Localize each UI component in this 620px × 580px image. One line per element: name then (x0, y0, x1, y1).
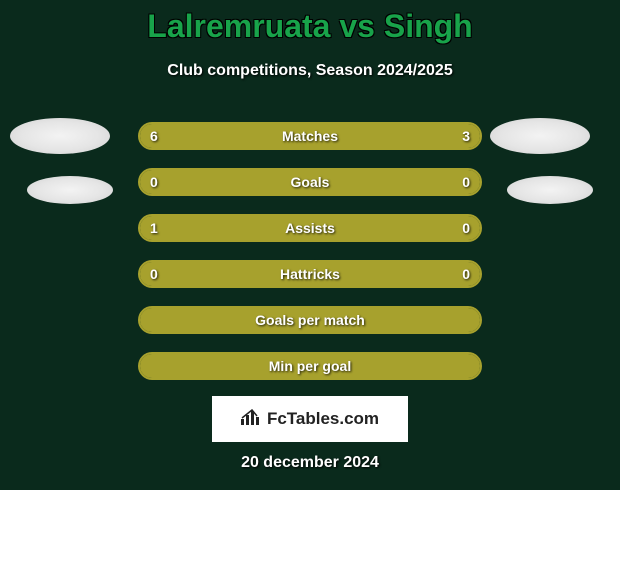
stat-rows: 6 Matches 3 0 Goals 0 1 Assists 0 0 Hatt… (138, 122, 482, 398)
stat-value-right: 0 (462, 170, 470, 194)
stat-label: Assists (140, 216, 480, 240)
bars-icon (241, 409, 261, 430)
stat-row-min-per-goal: Min per goal (138, 352, 482, 380)
player-right-portrait (490, 118, 590, 154)
date-text: 20 december 2024 (0, 454, 620, 472)
stat-row-goals: 0 Goals 0 (138, 168, 482, 196)
stat-value-right: 3 (462, 124, 470, 148)
player-left-portrait (10, 118, 110, 154)
stat-label: Goals (140, 170, 480, 194)
bottom-whitespace (0, 490, 620, 580)
stat-row-matches: 6 Matches 3 (138, 122, 482, 150)
player-left-portrait-small (27, 176, 113, 204)
stat-label: Goals per match (140, 308, 480, 332)
stat-label: Hattricks (140, 262, 480, 286)
logo-box: FcTables.com (212, 396, 408, 442)
page-title: Lalremruata vs Singh (0, 8, 620, 45)
stat-value-right: 0 (462, 262, 470, 286)
logo-text: FcTables.com (267, 409, 379, 429)
stat-value-right: 0 (462, 216, 470, 240)
stat-row-goals-per-match: Goals per match (138, 306, 482, 334)
stat-label: Matches (140, 124, 480, 148)
stat-row-assists: 1 Assists 0 (138, 214, 482, 242)
stat-label: Min per goal (140, 354, 480, 378)
stat-row-hattricks: 0 Hattricks 0 (138, 260, 482, 288)
player-right-portrait-small (507, 176, 593, 204)
subtitle: Club competitions, Season 2024/2025 (0, 62, 620, 80)
